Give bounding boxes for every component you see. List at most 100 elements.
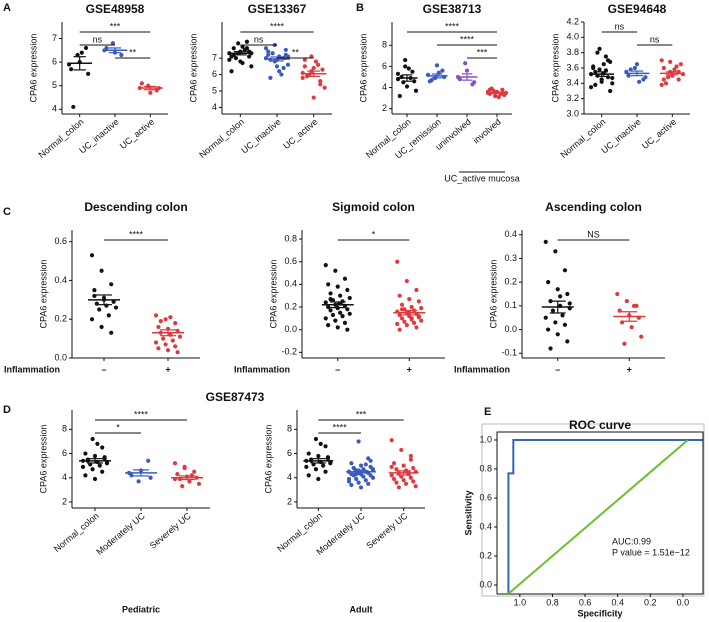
y-tick-label: 0.8 bbox=[284, 233, 297, 243]
data-point bbox=[463, 61, 468, 66]
data-point bbox=[389, 473, 394, 478]
significance-label: ns bbox=[615, 21, 625, 31]
roc-line bbox=[507, 438, 703, 594]
y-tick-label: 0.8 bbox=[479, 463, 492, 473]
group-label: UC_active mucosa bbox=[444, 173, 520, 183]
data-point bbox=[328, 308, 333, 313]
data-point bbox=[399, 316, 405, 321]
significance-label: **** bbox=[460, 34, 475, 44]
data-point bbox=[302, 64, 307, 69]
x-tick-label: UC_inactive bbox=[239, 117, 283, 156]
y-tick-label: 4.2 bbox=[566, 16, 579, 26]
data-point bbox=[404, 323, 409, 328]
data-point bbox=[345, 307, 350, 312]
data-point bbox=[678, 62, 683, 67]
data-point bbox=[320, 67, 325, 72]
y-tick-label: 4 bbox=[382, 82, 387, 92]
data-point bbox=[304, 464, 309, 469]
roc-frame bbox=[481, 423, 705, 597]
data-point bbox=[416, 313, 421, 319]
data-point bbox=[345, 287, 350, 293]
data-point bbox=[406, 66, 411, 71]
data-point bbox=[395, 71, 401, 76]
significance-label: **** bbox=[445, 21, 460, 31]
data-point bbox=[323, 300, 328, 305]
data-point bbox=[354, 476, 359, 482]
data-point bbox=[172, 461, 178, 466]
data-point bbox=[599, 79, 604, 84]
chart-title: ROC curve bbox=[569, 418, 631, 432]
group-title: GSE87473 bbox=[206, 390, 265, 404]
data-point bbox=[634, 62, 640, 67]
y-axis-label: CPA6 expression bbox=[188, 34, 198, 103]
data-point bbox=[302, 57, 307, 62]
y-tick-label: 0.6 bbox=[284, 256, 297, 266]
data-point bbox=[548, 346, 553, 351]
data-point bbox=[333, 318, 338, 323]
data-point bbox=[165, 348, 171, 353]
data-point bbox=[626, 73, 631, 78]
y-tick-label: 3.2 bbox=[566, 93, 579, 103]
data-point bbox=[412, 79, 417, 84]
data-point bbox=[83, 45, 89, 51]
data-point bbox=[351, 465, 356, 471]
significance-label: *** bbox=[110, 21, 121, 31]
data-point bbox=[189, 473, 194, 478]
data-point bbox=[180, 484, 185, 489]
data-point bbox=[148, 475, 153, 480]
x-tick-label: + bbox=[627, 364, 632, 374]
panel-label: C bbox=[3, 206, 11, 218]
y-tick-label: 6 bbox=[52, 56, 57, 66]
data-point bbox=[100, 469, 105, 474]
data-point bbox=[402, 319, 407, 324]
data-point bbox=[285, 62, 291, 67]
y-tick-label: 0.1 bbox=[504, 300, 517, 310]
data-point bbox=[487, 87, 492, 92]
data-point bbox=[543, 239, 548, 244]
x-tick-label: 0.0 bbox=[677, 597, 690, 607]
y-tick-label: 7 bbox=[212, 53, 217, 63]
data-point bbox=[410, 69, 415, 74]
data-point bbox=[363, 462, 368, 467]
data-point bbox=[322, 85, 327, 90]
data-point bbox=[404, 84, 410, 89]
data-point bbox=[106, 313, 111, 318]
data-point bbox=[323, 316, 328, 321]
data-point bbox=[79, 50, 84, 55]
data-point bbox=[99, 324, 104, 330]
data-point bbox=[676, 77, 681, 82]
data-point bbox=[330, 312, 336, 318]
annotation: P value = 1.51e−12 bbox=[612, 547, 690, 557]
data-point bbox=[244, 39, 250, 44]
data-point bbox=[411, 465, 416, 471]
data-point bbox=[629, 325, 634, 330]
y-tick-label: 0.2 bbox=[479, 550, 492, 560]
y-axis-label: Sensitivity bbox=[463, 490, 473, 535]
y-axis-label: CPA6 expression bbox=[268, 260, 278, 329]
significance-label: ns bbox=[254, 34, 264, 44]
data-point bbox=[632, 65, 637, 71]
significance-label: * bbox=[116, 422, 120, 432]
y-tick-label: 8 bbox=[287, 424, 292, 434]
data-point bbox=[546, 327, 551, 332]
data-point bbox=[328, 291, 333, 296]
data-point bbox=[92, 288, 97, 293]
panel-label: D bbox=[3, 404, 11, 416]
data-point bbox=[99, 268, 104, 273]
data-point bbox=[558, 294, 563, 299]
y-tick-label: 0.2 bbox=[284, 301, 297, 311]
y-tick-label: 1.0 bbox=[479, 434, 492, 444]
data-point bbox=[399, 302, 405, 307]
data-point bbox=[318, 79, 323, 84]
data-point bbox=[429, 78, 434, 83]
x-tick-label: Normal_colon bbox=[37, 117, 86, 160]
data-point bbox=[326, 323, 331, 328]
x-tick-label: UC_active bbox=[281, 117, 319, 151]
data-point bbox=[593, 69, 598, 74]
y-tick-label: 0.4 bbox=[54, 275, 67, 285]
data-point bbox=[401, 478, 406, 483]
data-point bbox=[97, 307, 102, 312]
data-point bbox=[170, 338, 175, 343]
significance-label: **** bbox=[270, 21, 285, 31]
data-point bbox=[413, 88, 419, 93]
